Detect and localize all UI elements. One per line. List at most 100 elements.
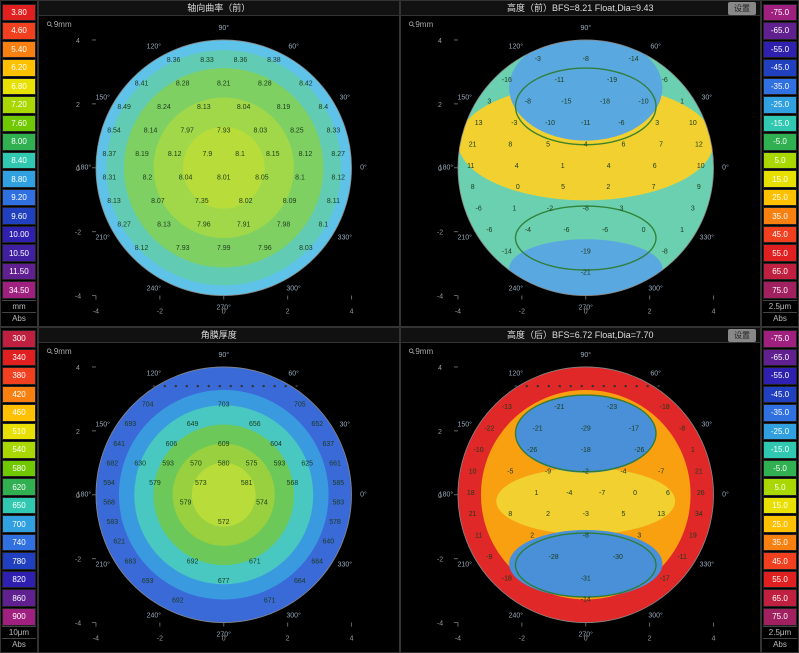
svg-text:-4: -4	[524, 227, 530, 234]
svg-text:8.41: 8.41	[135, 80, 149, 87]
svg-text:30°: 30°	[701, 94, 712, 102]
svg-text:2: 2	[647, 309, 651, 316]
svg-text:-8: -8	[524, 99, 530, 106]
svg-text:21: 21	[468, 141, 476, 148]
scale-swatch: 35.0	[763, 207, 797, 225]
svg-text:2: 2	[546, 511, 550, 518]
svg-text:703: 703	[218, 401, 230, 408]
svg-text:0: 0	[438, 492, 442, 499]
svg-text:8.28: 8.28	[258, 80, 272, 87]
svg-text:8.12: 8.12	[331, 175, 345, 182]
settings-button[interactable]: 设置	[728, 2, 756, 15]
svg-text:-2: -2	[436, 556, 442, 563]
quadrant-thickness: 角膜厚度 9mm0°30°60°90°120°150°180°210°240°2…	[38, 327, 400, 653]
svg-text:-28: -28	[548, 553, 558, 560]
svg-text:-10: -10	[473, 447, 483, 454]
svg-text:8.25: 8.25	[290, 127, 304, 134]
svg-text:0°: 0°	[722, 164, 729, 172]
plot-thickness[interactable]: 9mm0°30°60°90°120°150°180°210°240°270°30…	[39, 343, 399, 653]
svg-text:8.27: 8.27	[117, 222, 131, 229]
svg-text:2: 2	[286, 309, 290, 316]
svg-text:21: 21	[468, 511, 476, 518]
svg-text:0: 0	[222, 309, 226, 316]
svg-text:704: 704	[142, 401, 154, 408]
scale-swatch: 15.0	[763, 497, 797, 515]
svg-text:705: 705	[294, 401, 306, 408]
svg-text:2: 2	[286, 635, 290, 642]
svg-text:11: 11	[474, 532, 481, 539]
svg-text:8.13: 8.13	[157, 222, 171, 229]
svg-text:-18: -18	[580, 447, 590, 454]
scale-swatch: 7.20	[2, 96, 36, 114]
scale-swatch: 65.0	[763, 263, 797, 281]
svg-text:671: 671	[264, 597, 276, 604]
svg-text:60°: 60°	[650, 43, 661, 51]
svg-text:-26: -26	[527, 447, 537, 454]
svg-text:7.96: 7.96	[258, 245, 272, 252]
svg-text:-7: -7	[658, 468, 664, 475]
scale-right-bottom: -75.0-65.0-55.0-45.0-35.0-25.0-15.0-5.05…	[761, 327, 799, 653]
svg-text:625: 625	[301, 460, 313, 467]
scale-swatch: 650	[2, 497, 36, 515]
svg-text:21: 21	[694, 468, 702, 475]
svg-text:90°: 90°	[218, 24, 229, 32]
svg-text:8.13: 8.13	[197, 104, 211, 111]
svg-text:330°: 330°	[699, 560, 714, 568]
svg-text:8.03: 8.03	[254, 127, 268, 134]
svg-text:0: 0	[583, 309, 587, 316]
svg-text:240°: 240°	[508, 285, 523, 293]
svg-text:7.99: 7.99	[217, 245, 231, 252]
scale-swatch: 8.00	[2, 133, 36, 151]
svg-text:120°: 120°	[508, 369, 523, 377]
scale-swatch: 55.0	[763, 571, 797, 589]
scale-swatch: -45.0	[763, 386, 797, 404]
svg-text:683: 683	[125, 558, 137, 565]
svg-text:2: 2	[438, 102, 442, 109]
svg-text:90°: 90°	[580, 24, 591, 32]
scale-footer: Abs	[2, 638, 36, 650]
plot-elev-front[interactable]: 9mm0°30°60°90°120°150°180°210°240°270°30…	[401, 16, 761, 326]
scale-swatch: 10.50	[2, 244, 36, 262]
svg-text:684: 684	[311, 558, 323, 565]
zoom-label: 9mm	[409, 20, 434, 29]
svg-text:12: 12	[694, 141, 702, 148]
settings-button[interactable]: 设置	[728, 329, 756, 342]
svg-text:-4: -4	[93, 635, 99, 642]
svg-text:4: 4	[514, 163, 518, 170]
svg-text:2: 2	[76, 102, 80, 109]
svg-text:581: 581	[241, 479, 253, 486]
svg-text:1: 1	[690, 447, 694, 454]
scale-swatch: 340	[2, 349, 36, 367]
scale-swatch: -5.0	[763, 133, 797, 151]
svg-text:0: 0	[76, 492, 80, 499]
svg-text:641: 641	[113, 440, 125, 447]
svg-text:-8: -8	[582, 532, 588, 539]
svg-text:692: 692	[172, 597, 184, 604]
plot-elev-back[interactable]: 9mm0°30°60°90°120°150°180°210°240°270°30…	[401, 343, 761, 653]
svg-text:5: 5	[546, 141, 550, 148]
svg-text:2: 2	[438, 428, 442, 435]
svg-text:8.19: 8.19	[277, 104, 291, 111]
svg-text:692: 692	[187, 558, 199, 565]
svg-text:300°: 300°	[648, 285, 663, 293]
svg-text:570: 570	[190, 460, 202, 467]
scale-swatch: 860	[2, 589, 36, 607]
quadrant-axial-curvature: 轴向曲率（前） 9mm0°30°60°90°120°150°180°210°24…	[38, 0, 400, 327]
svg-text:-8: -8	[679, 425, 685, 432]
svg-text:7.9: 7.9	[203, 151, 213, 158]
svg-text:-18: -18	[659, 404, 669, 411]
svg-text:8.15: 8.15	[266, 151, 280, 158]
svg-text:2: 2	[647, 635, 651, 642]
scale-footer: mm	[2, 300, 36, 312]
svg-text:640: 640	[322, 538, 334, 545]
svg-text:-11: -11	[677, 553, 687, 560]
svg-text:-8: -8	[582, 56, 588, 63]
svg-text:10: 10	[696, 163, 704, 170]
svg-text:8.02: 8.02	[239, 198, 253, 205]
title-elev-back: 高度（后）BFS=6.72 Float,Dia=7.70	[401, 328, 761, 343]
svg-text:-4: -4	[454, 635, 460, 642]
svg-text:-15: -15	[561, 99, 571, 106]
svg-text:90°: 90°	[218, 350, 229, 358]
svg-text:661: 661	[329, 460, 341, 467]
plot-axial[interactable]: 9mm0°30°60°90°120°150°180°210°240°270°30…	[39, 16, 399, 326]
